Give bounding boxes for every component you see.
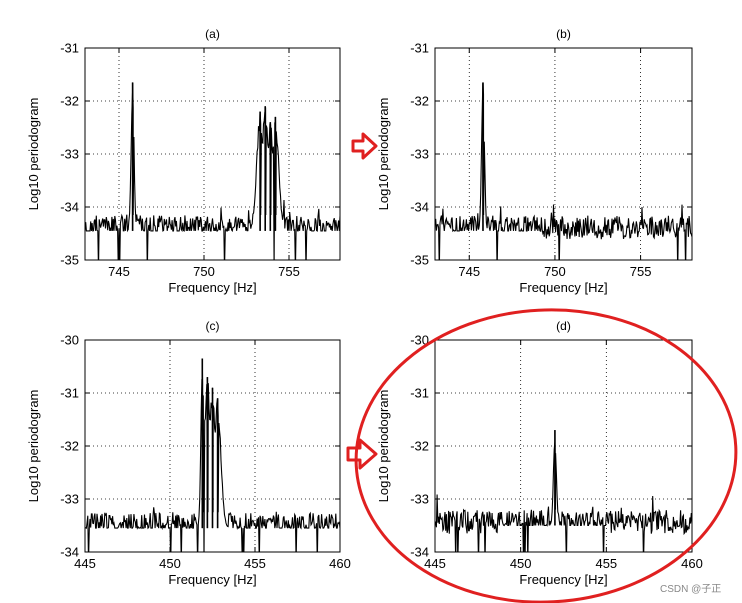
y-tick-label: -31 — [410, 386, 429, 401]
y-tick-label: -31 — [60, 41, 79, 56]
y-tick-label: -32 — [60, 94, 79, 109]
y-tick-label: -34 — [60, 545, 79, 560]
panel-a: 745 750 755 -35 -34 -33 -32 -31 (a) Frequency [Hz… — [26, 27, 341, 295]
y-axis-label: Log10 periodogram — [376, 390, 391, 503]
panel-title: (d) — [556, 319, 571, 333]
x-tick-label: 445 — [424, 556, 446, 571]
y-tick-label: -33 — [60, 492, 79, 507]
panel-title: (c) — [206, 319, 220, 333]
panel-title: (a) — [205, 27, 220, 41]
x-axis-label: Frequency [Hz] — [519, 572, 607, 587]
x-tick-label: 445 — [74, 556, 96, 571]
y-tick-label: -33 — [410, 147, 429, 162]
x-axis-label: Frequency [Hz] — [168, 280, 256, 295]
x-tick-label: 450 — [159, 556, 181, 571]
y-tick-label: -35 — [410, 253, 429, 268]
y-tick-label: -30 — [410, 333, 429, 348]
series-line — [435, 82, 692, 260]
panel-c: 445 450 455 460 -34 -33 -32 -31 -30 (c) Frequency … — [26, 319, 351, 587]
x-axis-label: Frequency [Hz] — [168, 572, 256, 587]
y-tick-label: -35 — [60, 253, 79, 268]
x-tick-label: 755 — [630, 264, 652, 279]
highlight-ellipse — [354, 308, 738, 603]
right-arrow-icon — [346, 438, 378, 470]
x-tick-label: 750 — [544, 264, 566, 279]
x-tick-label: 455 — [595, 556, 617, 571]
series-line — [435, 430, 692, 552]
panel-title: (b) — [556, 27, 571, 41]
y-tick-label: -34 — [60, 200, 79, 215]
y-axis-label: Log10 periodogram — [26, 98, 41, 211]
y-tick-label: -33 — [410, 492, 429, 507]
y-tick-label: -31 — [60, 386, 79, 401]
series-line — [85, 82, 340, 260]
y-tick-label: -34 — [410, 545, 429, 560]
x-tick-label: 460 — [681, 556, 703, 571]
x-tick-label: 745 — [108, 264, 130, 279]
y-axis-label: Log10 periodogram — [26, 390, 41, 503]
y-tick-label: -34 — [410, 200, 429, 215]
y-tick-label: -30 — [60, 333, 79, 348]
x-tick-label: 460 — [329, 556, 351, 571]
x-tick-label: 455 — [244, 556, 266, 571]
x-tick-label: 750 — [193, 264, 215, 279]
watermark: CSDN @子正 — [660, 583, 721, 595]
x-tick-label: 755 — [278, 264, 300, 279]
panel-d: 445 450 455 460 -34 -33 -32 -31 -30 (d) Frequency … — [376, 319, 703, 587]
x-axis-label: Frequency [Hz] — [519, 280, 607, 295]
y-tick-label: -31 — [410, 41, 429, 56]
x-tick-label: 745 — [458, 264, 480, 279]
y-tick-label: -32 — [60, 439, 79, 454]
x-tick-label: 450 — [510, 556, 532, 571]
right-arrow-icon — [351, 132, 378, 160]
panel-b: 745 750 755 -35 -34 -33 -32 -31 (b) Frequency [Hz… — [376, 27, 693, 295]
y-axis-label: Log10 periodogram — [376, 98, 391, 211]
y-tick-label: -32 — [410, 439, 429, 454]
y-tick-label: -32 — [410, 94, 429, 109]
y-tick-label: -33 — [60, 147, 79, 162]
